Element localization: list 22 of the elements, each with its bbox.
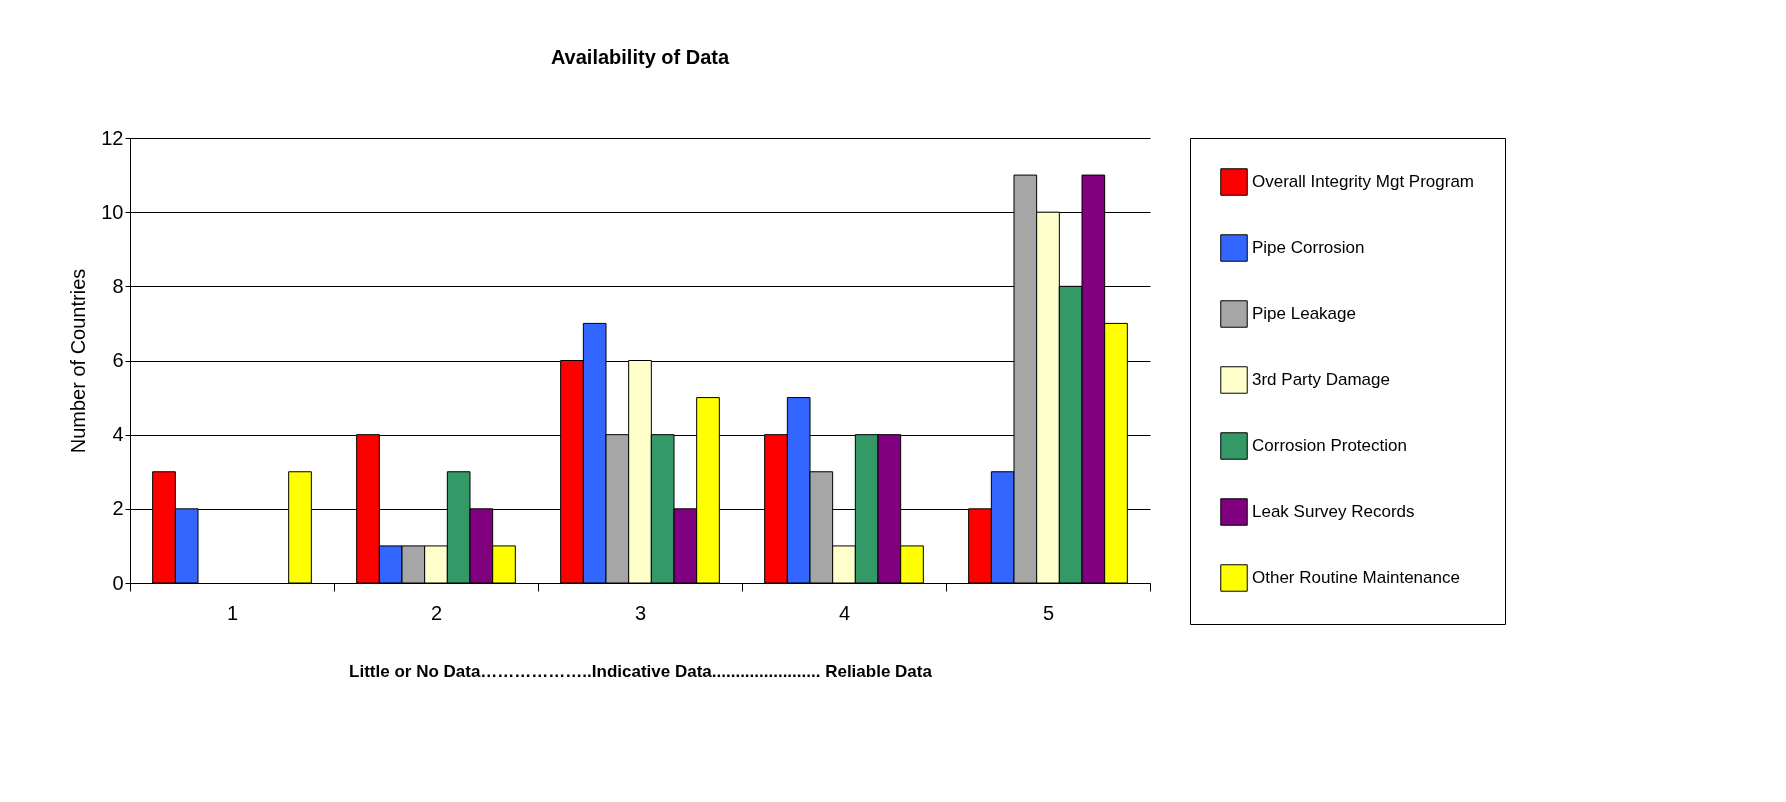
x-tick-label: 1 bbox=[226, 601, 239, 624]
legend-label: Overall Integrity Mgt Program bbox=[1252, 172, 1475, 191]
legend-label: Pipe Leakage bbox=[1252, 304, 1356, 323]
x-tick-label: 5 bbox=[1042, 601, 1055, 624]
y-tick-label: 6 bbox=[112, 349, 124, 371]
y-tick-label: 0 bbox=[112, 571, 124, 594]
legend-label: Corrosion Protection bbox=[1252, 436, 1407, 455]
y-tick-label: 2 bbox=[112, 497, 124, 520]
x-axis-title: Little or No Data………………..Indicative Data....................... Reliable Data bbox=[349, 661, 933, 681]
legend-label: 3rd Party Damage bbox=[1252, 370, 1390, 389]
y-tick-label: 10 bbox=[101, 200, 124, 223]
x-tick-label: 3 bbox=[634, 601, 647, 624]
x-tick-label: 2 bbox=[430, 601, 443, 624]
y-tick-label: 8 bbox=[112, 274, 124, 297]
y-tick-label: 12 bbox=[101, 126, 124, 149]
x-tick-label: 4 bbox=[838, 601, 851, 624]
y-axis-title: Number of Countries bbox=[67, 268, 90, 454]
legend-label: Pipe Corrosion bbox=[1252, 238, 1365, 257]
legend-label: Other Routine Maintenance bbox=[1252, 568, 1460, 587]
y-tick-label: 4 bbox=[112, 423, 124, 446]
chart-title: Availability of Data bbox=[550, 46, 730, 68]
legend-label: Leak Survey Records bbox=[1252, 502, 1415, 521]
